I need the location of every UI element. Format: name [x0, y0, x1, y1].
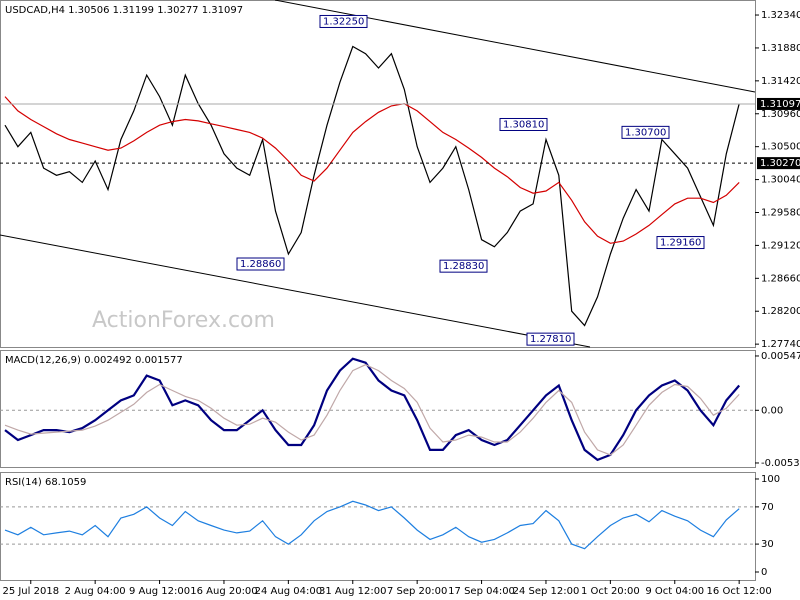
price-box: [757, 97, 800, 110]
annotation-box: [439, 259, 488, 273]
x-tick-label: 1 Oct 20:00: [581, 586, 640, 597]
x-tick-label: 25 Jul 2018: [2, 586, 59, 597]
annotation-label: 1.28830: [443, 261, 484, 272]
x-tick-label: 17 Sep 04:00: [448, 586, 515, 597]
y-tick-label: 1.30500: [761, 142, 800, 153]
y-tick-label: 0.005478: [761, 351, 800, 362]
panel-title: MACD(12,26,9) 0.002492 0.001577: [5, 355, 183, 366]
panel-title: RSI(14) 68.1059: [5, 477, 86, 488]
y-tick-label: 0.00: [761, 405, 783, 416]
rsi-frame: [0, 472, 756, 581]
annotation-box: [319, 14, 368, 28]
y-tick-label: 1.32340: [761, 10, 800, 21]
price-label: 1.31097: [760, 99, 800, 110]
annotation-label: 1.30810: [503, 119, 544, 130]
x-tick-label: 2 Aug 04:00: [65, 586, 126, 597]
annotation-box: [621, 125, 670, 139]
annotation-box: [526, 332, 575, 346]
price-frame: [0, 0, 756, 348]
annotation-label: 1.29160: [660, 238, 701, 249]
series-line: [4, 357, 741, 462]
y-tick-label: 70: [761, 502, 774, 513]
y-tick-label: 1.27740: [761, 339, 800, 350]
y-tick-label: 1.29120: [761, 240, 800, 251]
price-box: [757, 157, 800, 170]
x-tick-label: 16 Oct 12:00: [707, 586, 772, 597]
y-tick-label: 1.29580: [761, 207, 800, 218]
x-tick-label: 9 Oct 04:00: [645, 586, 704, 597]
series-line: [4, 500, 740, 550]
y-tick-label: 1.28660: [761, 273, 800, 284]
x-tick-label: 7 Sep 20:00: [387, 586, 447, 597]
series-line: [4, 45, 740, 327]
x-tick-label: 24 Aug 04:00: [255, 586, 322, 597]
price-label: 1.30270: [760, 158, 800, 169]
y-tick-label: 1.30040: [761, 175, 800, 186]
annotation-label: 1.32250: [323, 16, 364, 27]
x-tick-label: 31 Aug 12:00: [319, 586, 386, 597]
y-tick-label: 0: [761, 567, 767, 578]
annotation-box: [236, 257, 285, 271]
y-tick-label: 1.31880: [761, 43, 800, 54]
annotation-box: [499, 117, 548, 131]
watermark: ActionForex.com: [92, 308, 275, 333]
y-tick-label: 100: [761, 474, 780, 485]
y-tick-label: 1.30960: [761, 109, 800, 120]
x-tick-label: 9 Aug 12:00: [129, 586, 190, 597]
y-tick-label: 1.31420: [761, 76, 800, 87]
macd-frame: [0, 350, 756, 468]
x-tick-label: 24 Sep 12:00: [513, 586, 580, 597]
y-tick-label: 30: [761, 539, 774, 550]
y-tick-label: -0.005314: [761, 458, 800, 469]
annotation-label: 1.27810: [530, 334, 571, 345]
series-line: [4, 364, 740, 456]
x-tick-label: 16 Aug 20:00: [190, 586, 257, 597]
annotation-box: [656, 236, 705, 250]
panel-title: USDCAD,H4 1.30506 1.31199 1.30277 1.3109…: [5, 5, 243, 16]
annotation-label: 1.30700: [625, 127, 666, 138]
series-line: [4, 96, 740, 244]
annotation-label: 1.28860: [240, 259, 281, 270]
y-tick-label: 1.28200: [761, 306, 800, 317]
channel-lower: [0, 234, 591, 348]
